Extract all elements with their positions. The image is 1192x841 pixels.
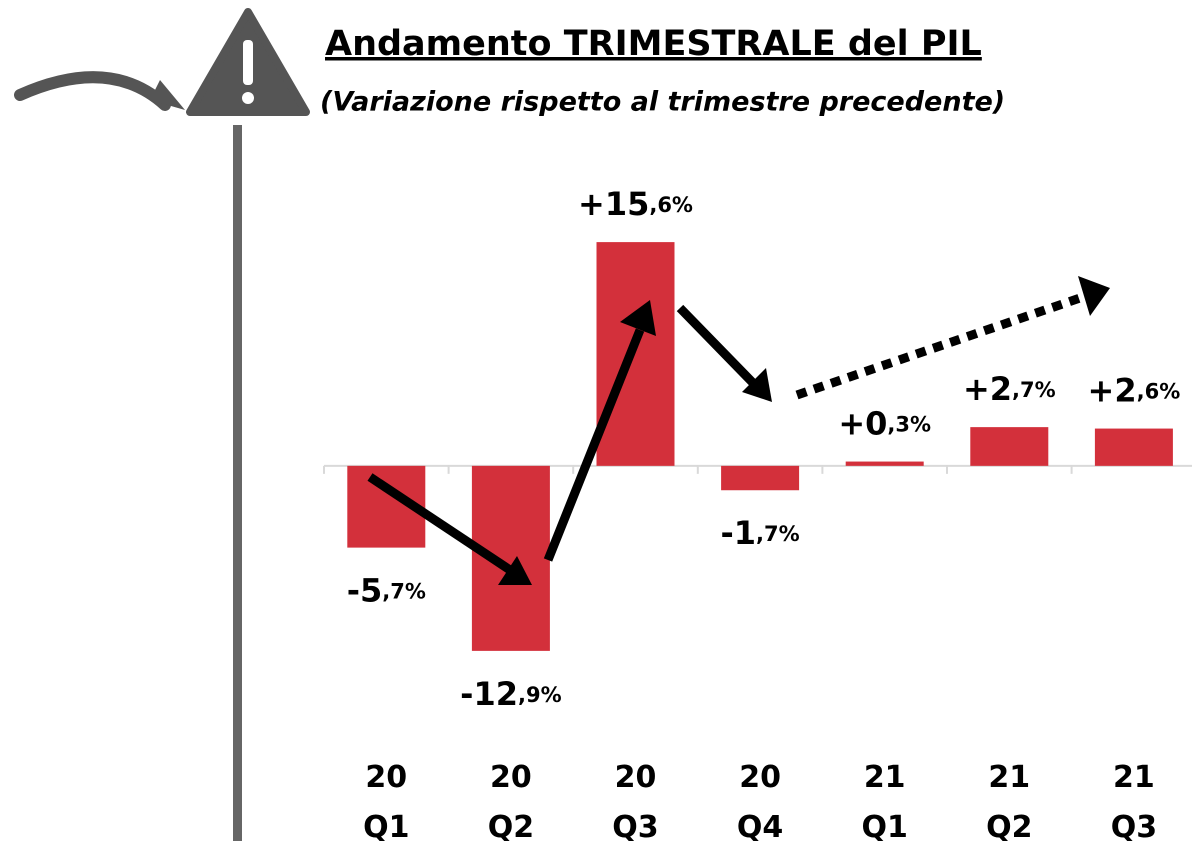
vertical-line: [233, 125, 242, 841]
curved-arrow-head: [150, 80, 185, 110]
value-label: +15,6%: [578, 185, 693, 223]
plot: -5,7% 20 Q1 -12,9% 20 Q2 +15,6% 20 Q3 -1,7% 20 Q4 +0…: [323, 185, 1192, 841]
chart-subtitle: (Variazione rispetto al trimestre preced…: [320, 87, 1005, 118]
value-label: +2,7%: [963, 370, 1056, 408]
chart-title: Andamento TRIMESTRALE del PIL: [325, 24, 982, 64]
trend-arrow-heads: [498, 276, 1110, 585]
warning-mark: [243, 40, 253, 85]
bar: [471, 465, 550, 651]
trend-arrows: [367, 293, 1082, 574]
value-label: +2,6%: [1088, 372, 1181, 410]
x-tick-label: 20 Q4: [737, 760, 783, 841]
bar: [970, 427, 1049, 466]
value-label: -12,9%: [460, 675, 561, 713]
x-tick-label: 21 Q1: [862, 760, 908, 841]
curved-arrow: [14, 71, 171, 111]
x-tick-label: 20 Q2: [488, 760, 534, 841]
value-label: -1,7%: [721, 514, 800, 552]
bar: [721, 465, 800, 491]
warning-dot: [242, 92, 254, 104]
bar: [1094, 428, 1173, 466]
x-tick-label: 20 Q3: [612, 760, 658, 841]
x-tick-label: 21 Q2: [986, 760, 1032, 841]
value-label: +0,3%: [838, 405, 931, 443]
x-tick-label: 20 Q1: [363, 760, 409, 841]
value-label: -5,7%: [347, 572, 426, 610]
bar: [596, 242, 675, 466]
x-tick-label: 21 Q3: [1111, 760, 1157, 841]
bar: [845, 461, 924, 466]
